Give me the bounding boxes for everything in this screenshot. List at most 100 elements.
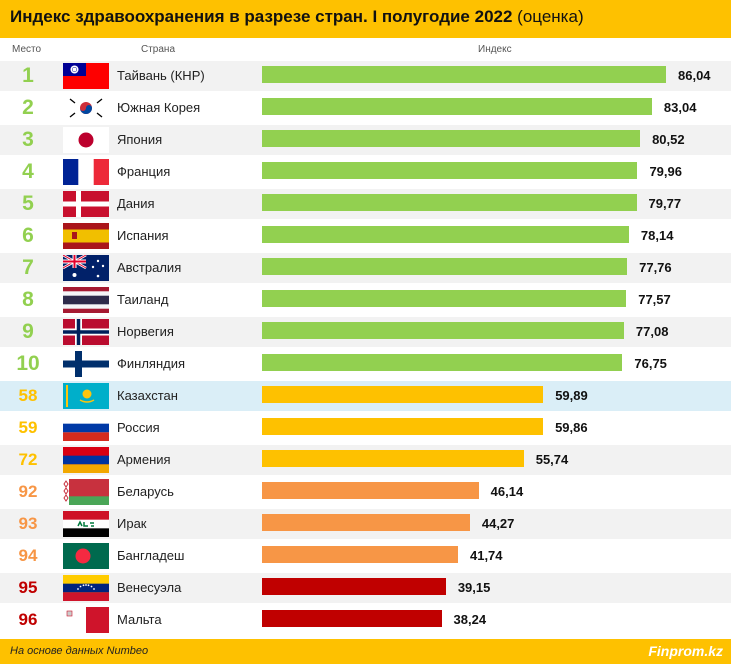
value-label: 76,75: [634, 356, 667, 371]
value-label: 39,15: [457, 580, 491, 595]
value-label: 78,14: [640, 228, 674, 243]
country-label: Дания: [117, 196, 155, 211]
spain-flag-icon: [63, 223, 109, 249]
country-label: Бангладеш: [117, 548, 185, 563]
armenia-flag-icon: [63, 447, 109, 473]
value-label: 55,74: [535, 452, 569, 467]
bar: [262, 130, 641, 147]
rank-label: 92: [18, 482, 38, 501]
bar: [262, 258, 628, 275]
country-label: Финляндия: [117, 356, 186, 371]
chart-row: 1 Тайвань (КНР) 86,04: [0, 61, 731, 91]
chart-row: 93 Ирак 44,27: [0, 509, 731, 539]
bar: [262, 162, 638, 179]
bar: [262, 450, 524, 467]
brand-logo: Finprom.kz: [648, 643, 723, 659]
chart-title: Индекс здравоохранения в разрезе стран. …: [10, 7, 584, 27]
value-label: 46,14: [490, 484, 524, 499]
index-column-header: Индекс: [478, 44, 512, 55]
value-label: 83,04: [663, 100, 697, 115]
thailand-flag-icon: [63, 287, 109, 313]
rank-label: 5: [22, 192, 34, 215]
bar: [262, 578, 446, 595]
rank-label: 9: [22, 320, 34, 343]
rank-label: 94: [18, 546, 38, 565]
value-label: 41,74: [469, 548, 503, 563]
country-label: Таиланд: [117, 292, 169, 307]
rank-label: 7: [22, 256, 34, 279]
bar: [262, 418, 544, 435]
country-label: Япония: [117, 132, 163, 147]
bar: [262, 546, 458, 563]
bar: [262, 354, 623, 371]
chart-row: 95 Венесуэла 39,15: [0, 573, 731, 603]
rank-label: 93: [18, 514, 38, 533]
rank-label: 58: [18, 386, 38, 405]
country-label: Норвегия: [117, 324, 174, 339]
value-label: 38,24: [453, 612, 487, 627]
rank-label: 10: [16, 352, 40, 375]
chart-subtitle: (оценка): [517, 7, 584, 26]
chart-row: 3 Япония 80,52: [0, 125, 731, 155]
value-label: 44,27: [481, 516, 515, 531]
bar: [262, 610, 442, 627]
belarus-flag-icon: [63, 479, 109, 505]
chart-row: 94 Бангладеш 41,74: [0, 541, 731, 571]
chart-row: 92 Беларусь 46,14: [0, 477, 731, 507]
chart-row: 4 Франция 79,96: [0, 157, 731, 187]
chart-row: 59 Россия 59,86: [0, 413, 731, 443]
chart-row: 5 Дания 79,77: [0, 189, 731, 219]
iraq-flag-icon: [63, 511, 109, 537]
bar: [262, 322, 624, 339]
chart-row: 6 Испания 78,14: [0, 221, 731, 251]
bar: [262, 386, 544, 403]
bar: [262, 226, 629, 243]
chart-title-text: Индекс здравоохранения в разрезе стран. …: [10, 7, 513, 26]
rank-label: 96: [18, 610, 38, 629]
chart-row: 96 Мальта 38,24: [0, 605, 731, 635]
rank-label: 1: [22, 64, 34, 87]
chart-row: 58 Казахстан 59,89: [0, 381, 731, 411]
country-label: Казахстан: [117, 388, 178, 403]
rank-label: 6: [22, 224, 34, 247]
country-label: Южная Корея: [117, 100, 201, 115]
country-label: Австралия: [117, 260, 182, 275]
kazakhstan-flag-icon: [63, 383, 109, 409]
bangladesh-flag-icon: [63, 543, 109, 569]
country-label: Россия: [117, 420, 160, 435]
malta-flag-icon: [63, 607, 109, 633]
value-label: 59,86: [555, 420, 588, 435]
value-label: 86,04: [678, 68, 711, 83]
country-label: Венесуэла: [117, 580, 182, 595]
country-label: Тайвань (КНР): [117, 68, 205, 83]
bar: [262, 194, 637, 211]
value-label: 80,52: [652, 132, 685, 147]
country-column-header: Страна: [141, 44, 176, 55]
country-label: Франция: [117, 164, 171, 179]
source-note: На основе данных Numbeo: [10, 645, 149, 657]
bar: [262, 66, 666, 83]
finland-flag-icon: [63, 351, 109, 377]
value-label: 77,57: [638, 292, 671, 307]
footer-bar: На основе данных Numbeo Finprom.kz: [0, 639, 731, 664]
value-label: 79,96: [649, 164, 682, 179]
france-flag-icon: [63, 159, 109, 185]
russia-flag-icon: [63, 415, 109, 441]
venezuela-flag-icon: [63, 575, 109, 601]
country-label: Армения: [117, 452, 171, 467]
rank-label: 95: [18, 578, 38, 597]
bar: [262, 514, 470, 531]
country-label: Ирак: [117, 516, 147, 531]
rank-label: 4: [22, 160, 34, 183]
rank-label: 3: [22, 128, 34, 151]
value-label: 77,08: [635, 324, 669, 339]
chart-row: 10 Финляндия 76,75: [0, 349, 731, 379]
norway-flag-icon: [63, 319, 109, 345]
chart-row: 8 Таиланд 77,57: [0, 285, 731, 315]
country-label: Мальта: [117, 612, 162, 627]
rank-label: 2: [22, 96, 34, 119]
rank-label: 72: [18, 450, 38, 469]
bar: [262, 482, 479, 499]
country-label: Испания: [117, 228, 169, 243]
rank-label: 59: [18, 418, 38, 437]
